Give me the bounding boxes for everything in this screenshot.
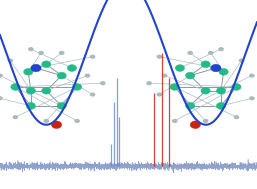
Circle shape [90,55,95,59]
Circle shape [59,51,65,55]
Circle shape [219,68,228,75]
Circle shape [38,51,44,55]
Circle shape [67,65,77,71]
Circle shape [146,81,152,85]
Circle shape [239,58,244,63]
Circle shape [157,55,162,59]
Circle shape [216,102,226,109]
Circle shape [186,102,195,109]
Circle shape [234,115,239,119]
Circle shape [249,74,255,78]
Circle shape [28,47,34,51]
Circle shape [85,74,90,78]
Circle shape [190,121,200,129]
Circle shape [187,51,193,55]
Circle shape [57,102,66,109]
Circle shape [74,119,80,123]
Circle shape [203,119,208,123]
Circle shape [72,84,82,90]
Circle shape [100,81,106,85]
Circle shape [31,64,41,72]
Circle shape [201,61,210,68]
Circle shape [26,87,35,94]
Circle shape [208,51,214,55]
Circle shape [249,96,255,100]
Circle shape [90,92,95,97]
Circle shape [157,92,162,97]
Circle shape [13,115,18,119]
Circle shape [42,87,51,94]
Circle shape [0,96,3,100]
Circle shape [11,84,20,90]
Circle shape [43,119,49,123]
Circle shape [175,65,185,71]
Circle shape [24,68,33,75]
Circle shape [170,84,179,90]
Circle shape [0,74,3,78]
Circle shape [42,61,51,68]
Circle shape [216,87,226,94]
Circle shape [201,87,210,94]
Circle shape [172,119,178,123]
Circle shape [232,84,241,90]
Circle shape [211,64,221,72]
Circle shape [26,102,35,109]
Circle shape [7,58,13,63]
Circle shape [57,72,66,79]
Circle shape [218,47,224,51]
Circle shape [186,72,195,79]
Circle shape [51,121,62,129]
Circle shape [162,74,167,78]
